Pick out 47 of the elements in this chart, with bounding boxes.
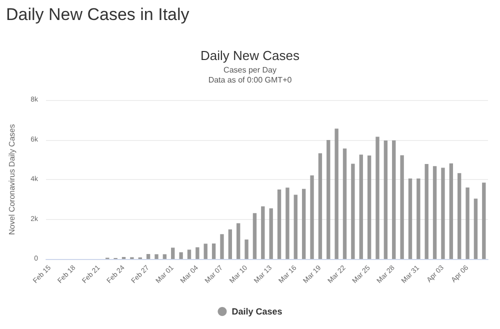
y-axis-title: Novel Coronavirus Daily Cases xyxy=(8,124,16,235)
bar xyxy=(269,208,273,259)
bar xyxy=(187,250,192,259)
legend-label: Daily Cases xyxy=(232,306,282,316)
chart-title: Daily New Cases xyxy=(200,48,300,63)
bar xyxy=(376,136,380,259)
bar xyxy=(228,229,232,259)
bar xyxy=(236,223,240,259)
bar xyxy=(342,148,347,259)
bar xyxy=(466,187,470,259)
bar xyxy=(286,188,290,259)
bar xyxy=(326,140,330,259)
bar xyxy=(432,166,437,259)
bar xyxy=(392,140,396,259)
bar xyxy=(458,173,462,259)
bar xyxy=(318,153,322,259)
bar xyxy=(482,182,486,259)
bar xyxy=(334,128,338,259)
bar xyxy=(162,254,167,259)
bar xyxy=(261,206,265,259)
bar xyxy=(408,178,412,259)
bar xyxy=(179,252,183,259)
bar xyxy=(146,254,150,259)
bar xyxy=(310,175,314,259)
bar xyxy=(351,164,355,259)
bar xyxy=(302,188,306,259)
bar xyxy=(154,254,158,259)
bar xyxy=(359,154,363,259)
chart-subtitle: Cases per Day Data as of 0:00 GMT+0 xyxy=(208,66,292,84)
bar xyxy=(196,247,200,259)
bar xyxy=(294,194,298,259)
bar xyxy=(416,178,420,259)
bar xyxy=(367,155,372,259)
bar xyxy=(400,155,404,259)
bar xyxy=(277,189,282,259)
bar xyxy=(441,168,445,259)
bar xyxy=(424,164,428,259)
bar xyxy=(474,198,478,259)
bar xyxy=(244,240,248,259)
bar xyxy=(212,244,216,259)
bar xyxy=(252,213,257,259)
bar xyxy=(449,163,454,259)
bar xyxy=(220,234,224,259)
bar xyxy=(204,244,208,259)
bar xyxy=(384,140,388,259)
bar xyxy=(171,248,175,259)
text: Daily New Cases in Italy xyxy=(6,5,190,24)
